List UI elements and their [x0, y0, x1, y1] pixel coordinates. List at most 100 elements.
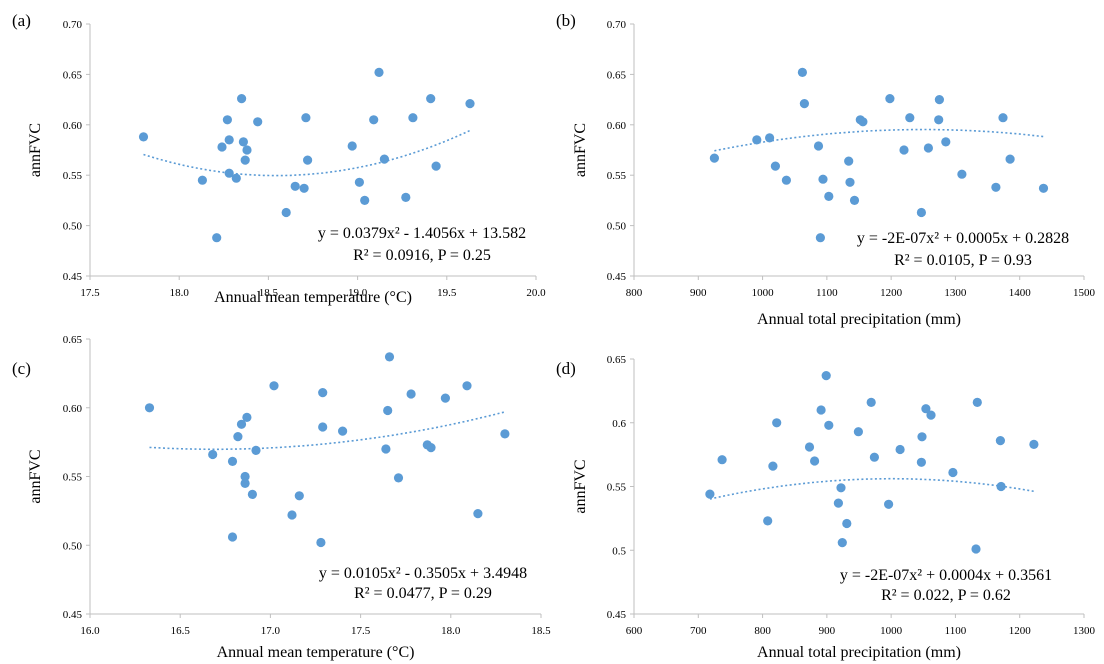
x-tick-label: 1000 — [752, 287, 775, 299]
data-point — [318, 422, 328, 432]
data-point — [991, 182, 1001, 192]
data-point — [923, 143, 934, 153]
trendline-equation: y = -2E-07x² + 0.0005x + 0.2828 — [857, 230, 1069, 247]
data-point — [240, 155, 250, 165]
data-point — [941, 137, 951, 147]
data-point — [269, 381, 279, 391]
x-tick-label: 1200 — [880, 287, 903, 299]
x-tick-label: 16.0 — [80, 625, 100, 637]
y-tick-label: 0.70 — [607, 19, 627, 31]
data-point — [431, 161, 441, 171]
data-point — [369, 115, 379, 125]
y-tick-label: 0.45 — [63, 609, 83, 621]
data-point — [227, 532, 238, 542]
data-point — [426, 443, 436, 453]
x-tick-label: 19.5 — [437, 287, 457, 299]
data-point — [1038, 183, 1049, 193]
y-axis-title: annFVC — [27, 449, 44, 503]
data-point — [824, 420, 834, 430]
data-point — [212, 233, 222, 243]
data-point — [705, 489, 715, 499]
y-tick-label: 0.60 — [63, 120, 83, 132]
data-point — [821, 371, 831, 381]
data-point — [379, 154, 389, 164]
data-point — [406, 389, 416, 399]
data-point — [242, 145, 252, 155]
data-point — [763, 516, 773, 526]
data-point — [440, 393, 450, 403]
data-point — [318, 388, 328, 398]
y-tick-label: 0.60 — [607, 120, 627, 132]
data-point — [998, 113, 1008, 123]
data-point — [884, 499, 894, 509]
data-point — [354, 177, 364, 187]
data-point — [866, 397, 876, 407]
x-tick-label: 1100 — [945, 625, 967, 637]
trendline-stats: R² = 0.022, P = 0.62 — [881, 587, 1011, 604]
data-point — [948, 467, 958, 478]
panel-label: (a) — [12, 11, 31, 30]
y-tick-label: 0.5 — [612, 545, 626, 557]
x-tick-label: 19.0 — [348, 287, 368, 299]
y-tick-label: 0.65 — [63, 334, 83, 346]
data-point — [208, 449, 218, 460]
data-point — [899, 145, 909, 155]
data-point — [299, 183, 309, 193]
data-point — [916, 457, 927, 467]
data-point — [905, 113, 915, 123]
data-point — [217, 142, 227, 152]
y-tick-label: 0.65 — [63, 69, 83, 81]
trendline-stats: R² = 0.0477, P = 0.29 — [354, 585, 492, 602]
x-tick-label: 18.5 — [259, 287, 279, 299]
chart-panel-c: 0.45 0.50 0.55 0.60 0.65 16.0 16.5 17.0 17.5 18.0… — [12, 334, 551, 661]
data-point — [781, 175, 792, 185]
y-tick-label: 0.50 — [607, 221, 627, 233]
x-tick-label: 20.0 — [526, 287, 546, 299]
data-point — [858, 117, 868, 127]
y-tick-label: 0.55 — [63, 472, 83, 484]
x-tick-label: 600 — [626, 625, 643, 637]
trendline — [714, 128, 1044, 152]
data-point — [845, 177, 855, 187]
y-tick-label: 0.65 — [607, 354, 627, 366]
chart-panel-d: 0.45 0.5 0.55 0.6 0.65 600 700 800 900 1000 1100 12… — [556, 354, 1096, 661]
x-axis-title: Annual total precipitation (mm) — [757, 644, 961, 661]
data-point — [227, 456, 238, 466]
x-tick-label: 1400 — [1009, 287, 1032, 299]
panel-label: (d) — [556, 359, 576, 378]
data-point — [971, 544, 981, 554]
data-point — [401, 192, 411, 202]
data-point — [818, 174, 828, 184]
data-point — [197, 175, 207, 185]
x-tick-label: 1000 — [880, 625, 903, 637]
data-point — [709, 153, 720, 163]
data-point — [895, 444, 905, 455]
x-tick-label: 18.0 — [170, 287, 190, 299]
y-tick-label: 0.45 — [607, 609, 627, 621]
data-point — [804, 442, 815, 452]
data-point — [316, 537, 326, 548]
data-point — [842, 518, 852, 529]
data-point — [338, 426, 348, 436]
trendline-stats: R² = 0.0105, P = 0.93 — [894, 252, 1032, 269]
data-point — [1029, 439, 1039, 449]
data-point — [233, 432, 243, 442]
data-point — [770, 161, 781, 171]
data-point — [138, 132, 149, 142]
trendline-equation: y = 0.0105x² - 0.3505x + 3.4948 — [319, 565, 527, 582]
chart-panel-b: 0.45 0.50 0.55 0.60 0.65 0.70 800 900 1000 1100 12… — [556, 11, 1096, 328]
data-point — [247, 489, 257, 499]
data-point — [281, 207, 291, 218]
y-axis-title: annFVC — [572, 123, 589, 177]
data-point — [934, 95, 945, 105]
data-point — [833, 498, 844, 508]
x-tick-label: 1300 — [1073, 625, 1096, 637]
data-point — [717, 455, 727, 465]
data-point — [921, 404, 931, 414]
y-tick-label: 0.50 — [63, 221, 83, 233]
data-point — [238, 137, 248, 147]
data-point — [287, 510, 297, 520]
data-point — [916, 207, 927, 218]
data-point — [810, 456, 820, 466]
data-point — [303, 155, 313, 165]
